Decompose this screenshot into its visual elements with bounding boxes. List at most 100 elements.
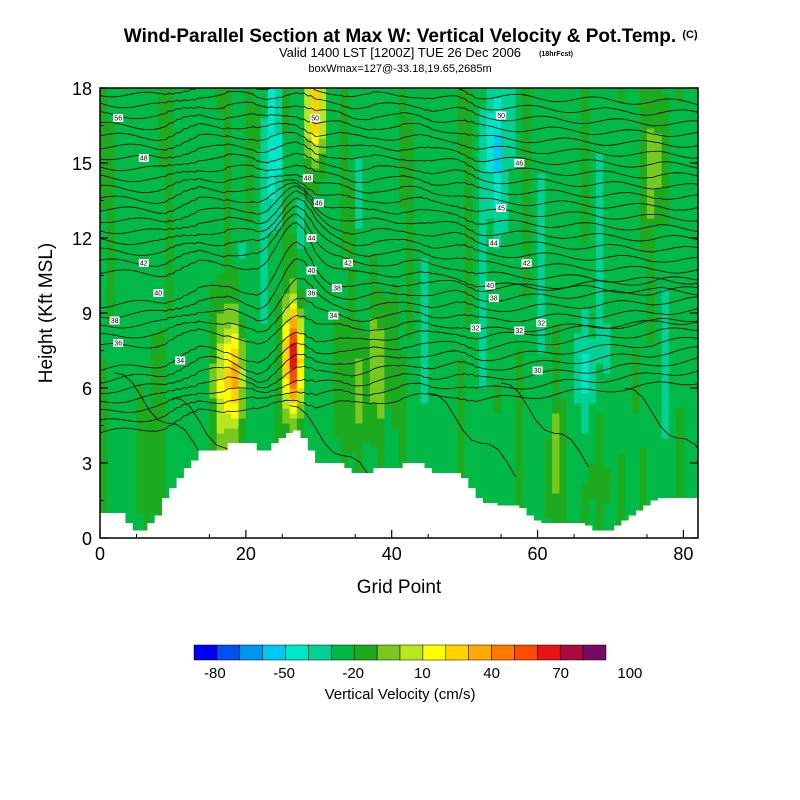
velocity-cell xyxy=(501,368,509,374)
velocity-cell xyxy=(333,438,342,444)
velocity-cell xyxy=(143,198,152,204)
velocity-cell xyxy=(406,448,415,454)
velocity-cell xyxy=(231,233,240,239)
velocity-cell xyxy=(442,203,451,209)
velocity-cell xyxy=(151,203,159,209)
velocity-cell xyxy=(143,173,152,179)
velocity-cell xyxy=(450,408,458,414)
velocity-cell xyxy=(326,363,334,369)
velocity-cell xyxy=(107,373,116,379)
velocity-cell xyxy=(333,263,342,269)
velocity-cell xyxy=(238,353,247,359)
velocity-cell xyxy=(187,408,196,414)
velocity-cell xyxy=(442,398,451,404)
velocity-cell xyxy=(435,293,444,299)
velocity-cell xyxy=(209,363,218,369)
velocity-cell xyxy=(216,188,225,194)
velocity-cell xyxy=(369,113,378,119)
velocity-cell xyxy=(304,333,313,339)
velocity-cell xyxy=(340,123,349,129)
velocity-cell xyxy=(333,383,342,389)
velocity-cell xyxy=(172,158,181,164)
velocity-cell xyxy=(180,228,189,234)
velocity-cell xyxy=(238,168,247,174)
velocity-cell xyxy=(114,138,123,144)
velocity-cell xyxy=(326,143,334,149)
velocity-cell xyxy=(143,293,152,299)
velocity-cell xyxy=(362,258,371,264)
velocity-cell xyxy=(129,483,138,489)
velocity-cell xyxy=(384,348,393,354)
velocity-cell xyxy=(442,158,451,164)
velocity-cell xyxy=(457,178,466,184)
velocity-cell xyxy=(151,223,159,229)
velocity-cell xyxy=(129,133,138,139)
velocity-cell xyxy=(464,303,473,309)
velocity-cell xyxy=(158,453,167,459)
velocity-cell xyxy=(136,383,145,389)
velocity-cell xyxy=(238,263,247,269)
velocity-cell xyxy=(450,108,458,114)
velocity-cell xyxy=(326,438,334,444)
velocity-cell xyxy=(355,338,364,344)
velocity-cell xyxy=(479,483,488,489)
velocity-cell xyxy=(158,378,167,384)
velocity-cell xyxy=(450,438,458,444)
velocity-cell xyxy=(471,123,480,129)
velocity-cell xyxy=(202,183,210,189)
velocity-cell xyxy=(471,253,480,259)
velocity-cell xyxy=(187,278,196,284)
velocity-cell xyxy=(428,188,437,194)
velocity-cell xyxy=(100,158,108,164)
velocity-cell xyxy=(340,333,349,339)
velocity-cell xyxy=(136,318,145,324)
velocity-cell xyxy=(318,103,327,109)
velocity-cell xyxy=(143,238,152,244)
velocity-cell xyxy=(209,318,218,324)
velocity-cell xyxy=(428,193,437,199)
velocity-cell xyxy=(100,388,108,394)
velocity-cell xyxy=(202,423,210,429)
velocity-cell xyxy=(442,243,451,249)
velocity-cell xyxy=(304,418,313,424)
velocity-cell xyxy=(114,233,123,239)
velocity-cell xyxy=(114,328,123,334)
velocity-cell xyxy=(362,413,371,419)
velocity-cell xyxy=(326,133,334,139)
velocity-cell xyxy=(442,228,451,234)
velocity-cell xyxy=(202,288,210,294)
velocity-cell xyxy=(136,478,145,484)
velocity-cell xyxy=(355,103,364,109)
velocity-cell xyxy=(107,143,116,149)
velocity-cell xyxy=(194,388,203,394)
velocity-cell xyxy=(471,208,480,214)
velocity-cell xyxy=(107,268,116,274)
velocity-cell xyxy=(180,298,189,304)
velocity-cell xyxy=(399,448,407,454)
velocity-cell xyxy=(377,248,386,254)
velocity-cell xyxy=(129,453,138,459)
velocity-cell xyxy=(143,398,152,404)
velocity-cell xyxy=(180,348,189,354)
velocity-cell xyxy=(202,348,210,354)
velocity-cell xyxy=(231,228,240,234)
velocity-cell xyxy=(151,468,159,474)
velocity-cell xyxy=(464,333,473,339)
velocity-cell xyxy=(347,343,356,349)
velocity-cell xyxy=(296,143,305,149)
velocity-cell xyxy=(223,403,232,409)
velocity-cell xyxy=(296,303,305,309)
velocity-cell xyxy=(304,158,313,164)
velocity-cell xyxy=(202,383,210,389)
velocity-cell xyxy=(355,218,364,224)
velocity-cell xyxy=(267,428,276,434)
velocity-cell xyxy=(267,398,276,404)
velocity-cell xyxy=(340,368,349,374)
velocity-cell xyxy=(406,273,415,279)
velocity-cell xyxy=(223,213,232,219)
velocity-cell xyxy=(406,398,415,404)
velocity-cell xyxy=(384,253,393,259)
velocity-cell xyxy=(296,373,305,379)
velocity-cell xyxy=(245,208,254,214)
velocity-cell xyxy=(428,183,437,189)
